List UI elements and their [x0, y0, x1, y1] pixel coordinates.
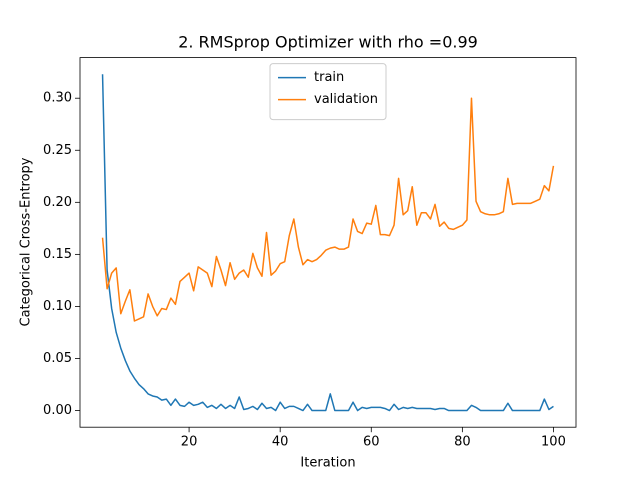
y-tick-label: 0.10 [43, 299, 72, 314]
y-tick-label: 0.00 [43, 403, 72, 418]
x-tick-label: 60 [363, 435, 380, 450]
x-tick-label: 80 [454, 435, 471, 450]
y-axis-label: Categorical Cross-Entropy [19, 157, 34, 326]
y-tick-label: 0.20 [43, 195, 72, 210]
plot-frame [79, 57, 577, 428]
y-tick-label: 0.30 [43, 91, 72, 106]
legend-label: validation [314, 92, 378, 107]
x-tick-label: 40 [272, 435, 289, 450]
chart-title: 2. RMSprop Optimizer with rho =0.99 [178, 33, 478, 52]
legend-label: train [314, 70, 344, 85]
series-line [101, 74, 554, 412]
x-tick-label: 100 [541, 435, 566, 450]
x-tick-label: 20 [181, 435, 198, 450]
y-tick-label: 0.25 [43, 143, 72, 158]
y-tick-label: 0.05 [43, 351, 72, 366]
x-axis-label: Iteration [300, 456, 355, 471]
series-line [101, 97, 555, 322]
y-tick-label: 0.15 [43, 247, 72, 262]
